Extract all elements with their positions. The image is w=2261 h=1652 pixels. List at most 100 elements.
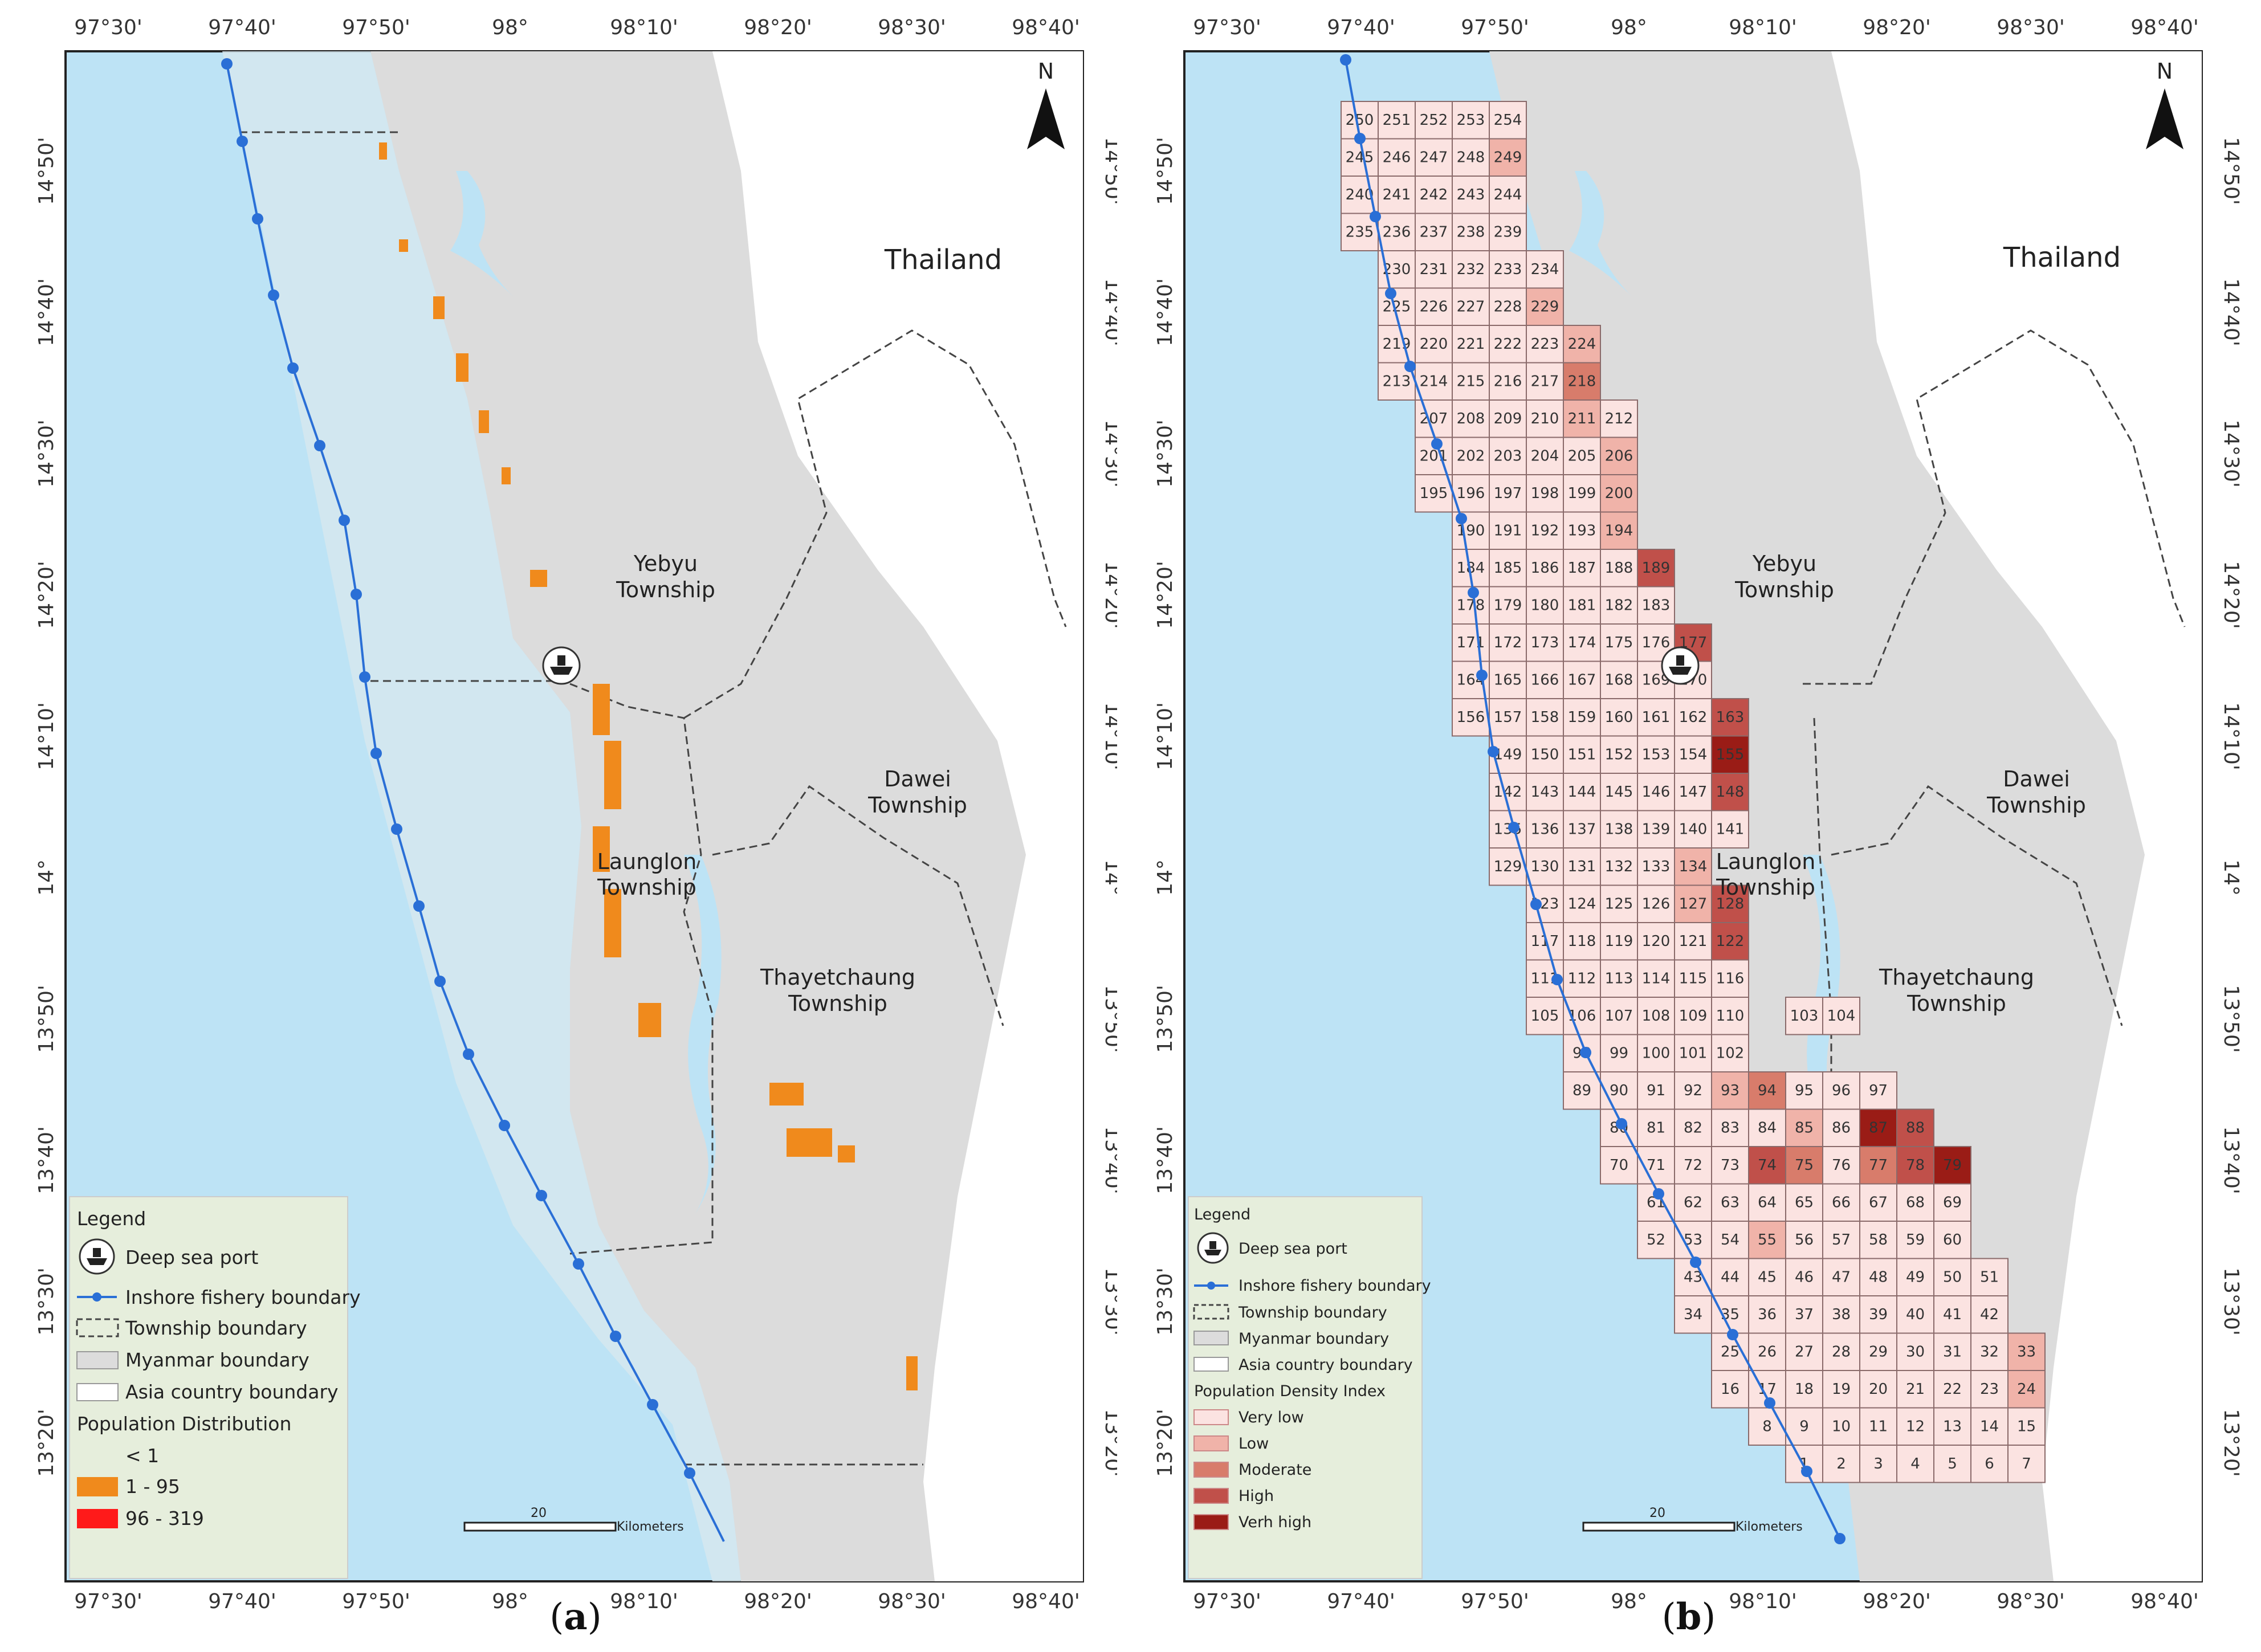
- label-launglon-1-b: Launglon: [1716, 849, 1816, 874]
- grid-cell: [1489, 101, 1527, 140]
- grid-cell-number: 51: [1980, 1268, 1999, 1286]
- grid-cell-number: 34: [1684, 1306, 1702, 1323]
- grid-cell-number: 214: [1420, 373, 1448, 390]
- grid-cell: [1452, 698, 1490, 737]
- grid-cell-number: 49: [1906, 1268, 1925, 1286]
- bottom-tick-label: 98°10': [1729, 1590, 1797, 1613]
- grid-cell-number: 112: [1568, 970, 1596, 987]
- grid-cell: [1526, 250, 1564, 289]
- grid-cell: [1970, 1295, 2009, 1334]
- grid-cell: [1748, 1108, 1786, 1147]
- grid-cell-number: 189: [1642, 560, 1671, 577]
- bottom-tick-label: 98°10': [610, 1590, 678, 1613]
- top-tick-label: 98°40': [1012, 16, 1080, 39]
- right-tick-label: 14°10': [1101, 702, 1117, 770]
- grid-cell-number: 243: [1457, 186, 1485, 203]
- grid-cell-number: 77: [1869, 1157, 1888, 1174]
- grid-cell-number: 39: [1869, 1306, 1888, 1323]
- river-north-b: [1569, 171, 1632, 296]
- grid-cell-number: 167: [1568, 671, 1596, 688]
- grid-cell: [1711, 735, 1749, 774]
- grid-cell-number: 2: [1836, 1455, 1846, 1472]
- left-tick-label: 14°30': [1154, 419, 1177, 488]
- grid-cell: [1896, 1108, 1934, 1147]
- label-launglon-1: Launglon: [597, 849, 697, 874]
- right-tick-label: 14°50': [1101, 137, 1117, 205]
- map-panel-b: 250 251 252 253 254 245 246 247 248 249 240 241 242 2…: [1130, 0, 2247, 1652]
- grid-cell-number: 116: [1716, 970, 1745, 987]
- svg-text:Verh high: Verh high: [1239, 1514, 1311, 1531]
- grid-cell-number: 48: [1869, 1268, 1888, 1286]
- svg-text:N: N: [2157, 59, 2173, 84]
- grid-cell-number: 242: [1420, 186, 1448, 203]
- grid-cell: [1563, 997, 1601, 1035]
- grid-cell-number: 231: [1420, 261, 1448, 278]
- grid-cell-number: 217: [1531, 373, 1559, 390]
- grid-cell-number: 44: [1721, 1268, 1739, 1286]
- grid-cell: [1896, 1332, 1934, 1371]
- north-arrow-icon: N: [1027, 59, 1065, 149]
- grid-cell-number: 92: [1684, 1082, 1702, 1099]
- grid-cell-number: 126: [1642, 895, 1671, 912]
- svg-text:< 1: < 1: [125, 1445, 159, 1467]
- top-tick-label: 97°40': [208, 16, 276, 39]
- grid-cell-number: 218: [1568, 373, 1596, 390]
- grid-cell-number: 37: [1795, 1306, 1814, 1323]
- left-tick-label: 13°20': [1154, 1409, 1177, 1477]
- svg-text:Inshore fishery boundary: Inshore fishery boundary: [125, 1286, 361, 1308]
- bottom-tick-label: 98°20': [744, 1590, 812, 1613]
- grid-cell-number: 109: [1679, 1007, 1708, 1025]
- grid-cell-number: 209: [1494, 410, 1522, 427]
- grid-cell: [1933, 1183, 1971, 1222]
- bottom-tick-label: 98°40': [2130, 1590, 2199, 1613]
- grid-cell-number: 245: [1346, 149, 1374, 166]
- left-tick-label: 13°50': [1154, 985, 1177, 1053]
- right-tick-label: 14°40': [1101, 278, 1117, 346]
- grid-cell-number: 252: [1420, 112, 1448, 129]
- grid-cell-number: 31: [1943, 1343, 1962, 1360]
- grid-cell: [1711, 810, 1749, 849]
- grid-cell-number: 216: [1494, 373, 1522, 390]
- grid-cell: [1748, 1407, 1786, 1446]
- north-arrow-icon: N: [2146, 59, 2183, 149]
- grid-cell: [2007, 1445, 2046, 1483]
- grid-cell-number: 41: [1943, 1306, 1962, 1323]
- right-tick-label: 14°30': [2219, 419, 2243, 488]
- grid-cell: [1600, 623, 1638, 662]
- grid-cell-number: 213: [1383, 373, 1411, 390]
- grid-cell-number: 11: [1869, 1418, 1888, 1435]
- grid-cell: [1489, 213, 1527, 251]
- left-tick-label: 13°30': [35, 1267, 58, 1336]
- svg-text:Low: Low: [1239, 1435, 1269, 1453]
- grid-cell-number: 26: [1758, 1343, 1777, 1360]
- grid-cell-number: 162: [1679, 709, 1708, 726]
- label-thailand: Thailand: [884, 244, 1002, 276]
- grid-cell: [1489, 250, 1527, 289]
- grid-cell-number: 133: [1642, 858, 1671, 875]
- grid-cell-number: 82: [1684, 1119, 1702, 1136]
- grid-cell-number: 97: [1869, 1082, 1888, 1099]
- grid-cell-number: 136: [1531, 821, 1559, 838]
- grid-cell-number: 157: [1494, 709, 1522, 726]
- coordinate-ticks-a: 97°30' 97°40' 97°50' 98° 98°10' 98°20' 98°30' 9…: [35, 16, 1117, 1613]
- population-patches: [379, 142, 918, 1390]
- label-yebyu-2-b: Township: [1734, 577, 1834, 602]
- myanmar-land: [370, 51, 1026, 1581]
- township-boundary-dawei: [683, 329, 1067, 719]
- grid-cell: [1600, 698, 1638, 737]
- grid-cell-number: 166: [1531, 671, 1559, 688]
- grid-cell: [1526, 997, 1564, 1035]
- grid-cell-number: 187: [1568, 560, 1596, 577]
- svg-text:Myanmar boundary: Myanmar boundary: [125, 1349, 309, 1371]
- label-yebyu-1: Yebyu: [633, 551, 698, 576]
- grid-cell: [1933, 1407, 1971, 1446]
- grid-cell-number: 200: [1605, 485, 1633, 502]
- bottom-tick-label: 98°20': [1863, 1590, 1931, 1613]
- grid-cell: [1674, 1034, 1712, 1072]
- left-tick-label: 13°50': [35, 985, 58, 1053]
- top-tick-label: 97°50': [342, 16, 410, 39]
- grid-cell-number: 175: [1605, 634, 1633, 651]
- grid-cell-number: 142: [1494, 784, 1522, 801]
- grid-cell-number: 160: [1605, 709, 1633, 726]
- grid-cell-number: 13: [1943, 1418, 1962, 1435]
